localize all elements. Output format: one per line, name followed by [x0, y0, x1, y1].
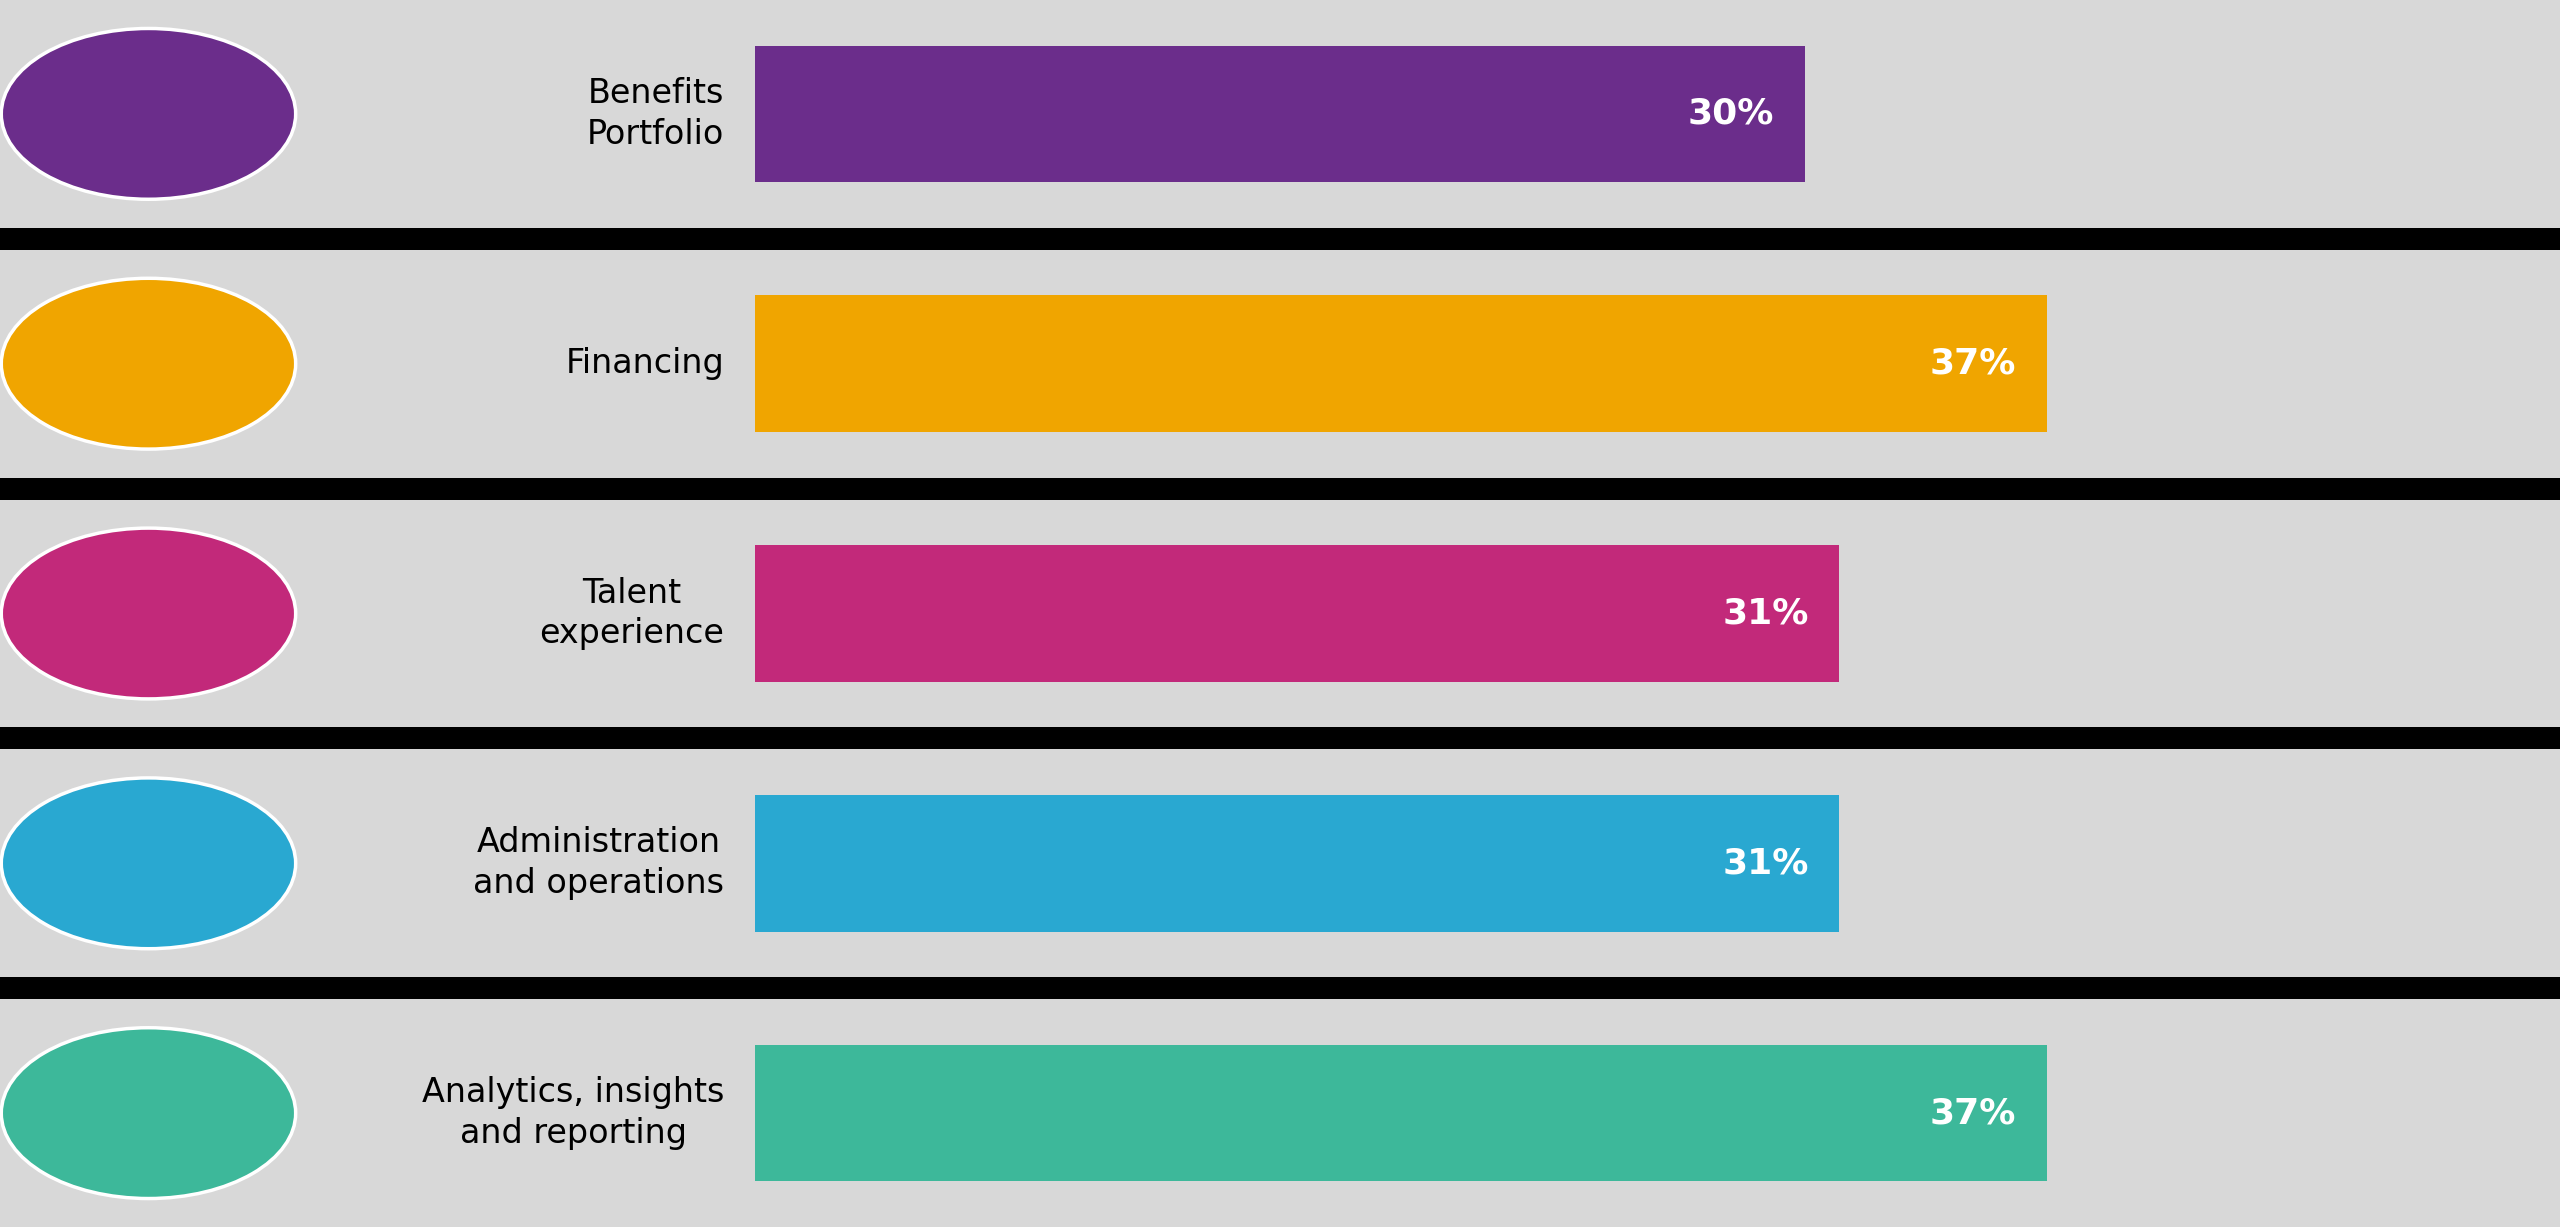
Ellipse shape — [3, 778, 297, 948]
Text: Talent
experience: Talent experience — [540, 577, 724, 650]
Bar — [755, 545, 768, 682]
Bar — [755, 1045, 768, 1182]
Bar — [0, 750, 2560, 977]
Bar — [0, 728, 2560, 750]
Bar — [0, 499, 2560, 728]
Bar — [768, 1045, 2048, 1182]
Text: 31%: 31% — [1723, 847, 1810, 880]
Text: Administration
and operations: Administration and operations — [474, 827, 724, 901]
Bar — [768, 795, 1841, 931]
Bar — [755, 296, 768, 432]
Bar — [768, 545, 1841, 682]
Text: 31%: 31% — [1723, 596, 1810, 631]
Bar — [768, 45, 1805, 182]
Text: 37%: 37% — [1930, 1096, 2017, 1130]
Ellipse shape — [3, 28, 297, 199]
Ellipse shape — [3, 279, 297, 449]
Bar — [0, 228, 2560, 250]
Text: 30%: 30% — [1687, 97, 1774, 131]
Ellipse shape — [3, 528, 297, 699]
Text: Financing: Financing — [566, 347, 724, 380]
Bar — [755, 795, 768, 931]
Bar — [0, 250, 2560, 477]
Ellipse shape — [3, 1028, 297, 1199]
Text: 37%: 37% — [1930, 347, 2017, 380]
Bar — [768, 296, 2048, 432]
Bar — [0, 477, 2560, 499]
Text: Benefits
Portfolio: Benefits Portfolio — [586, 77, 724, 151]
Bar — [0, 0, 2560, 228]
Text: Analytics, insights
and reporting: Analytics, insights and reporting — [422, 1076, 724, 1150]
Bar — [0, 999, 2560, 1227]
Bar — [755, 45, 768, 182]
Bar — [0, 977, 2560, 999]
